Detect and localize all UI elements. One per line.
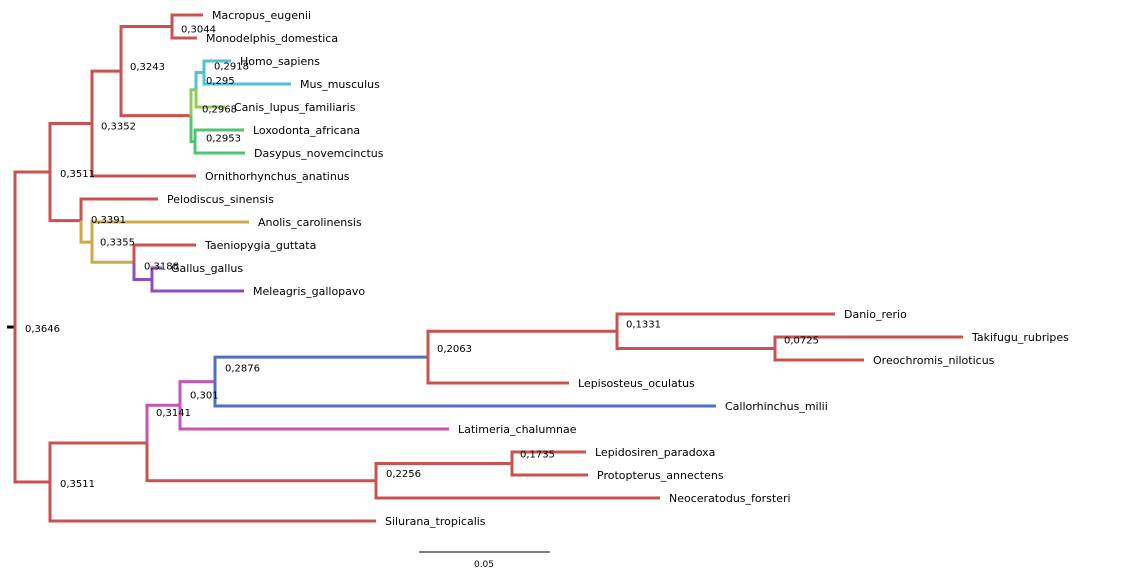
tree-branch [194, 89, 225, 109]
node-support-label: 0,3511 [60, 169, 95, 180]
leaf-label: Canis_lupus_familiaris [234, 101, 356, 114]
tree-branch [510, 463, 588, 477]
tree-branch [213, 355, 428, 382]
leaf-label: Mus_musculus [300, 78, 380, 91]
tree-branch [615, 312, 835, 332]
leaf-label: Meleagris_gallopavo [253, 285, 365, 298]
node-support-label: 0,2256 [386, 469, 421, 480]
tree-branch [213, 381, 716, 408]
leaf-label: Oreochromis_niloticus [873, 354, 995, 367]
tree-branch [374, 480, 660, 500]
tree-branch [193, 141, 245, 155]
node-support-label: 0,2876 [225, 364, 260, 375]
node-support-labels: 0,3044 0,2918 0,295 0,2953 0,2968 0,3243 0,335… [25, 25, 819, 491]
tree-branch [132, 243, 196, 263]
leaf-label: Macropus_eugenii [212, 9, 311, 22]
tree-branch [132, 262, 152, 281]
tree-branch [145, 443, 376, 483]
leaf-labels: Macropus_eugenii Monodelphis_domestica Hom… [167, 9, 1069, 528]
tree-branch [13, 327, 50, 484]
node-support-label: 0,2918 [214, 62, 249, 73]
tree-branch [48, 482, 376, 523]
leaf-label: Protopterus_annectens [597, 469, 724, 482]
node-support-label: 0,3391 [91, 215, 126, 226]
node-support-label: 0,3188 [144, 262, 179, 273]
tree-branch [202, 59, 231, 73]
tree-branch [202, 72, 291, 86]
node-support-label: 0,1331 [626, 319, 661, 330]
leaf-label: Loxodonta_africana [253, 124, 360, 137]
node-support-label: 0,2968 [202, 105, 237, 116]
leaf-label: Pelodiscus_sinensis [167, 193, 274, 206]
node-support-label: 0,3243 [130, 62, 165, 73]
tree-branch [170, 26, 197, 40]
tree-branch [170, 13, 203, 27]
leaf-label: Takifugu_rubripes [971, 331, 1069, 344]
tree-branch [426, 329, 617, 358]
leaf-label: Gallus_gallus [171, 262, 243, 275]
node-support-label: 0,2953 [206, 134, 241, 145]
node-support-label: 0,3355 [100, 237, 135, 248]
node-support-label: 0,3646 [25, 324, 60, 335]
tree-branch [189, 88, 196, 116]
leaf-label: Dasypus_novemcinctus [254, 147, 384, 160]
leaf-label: Monodelphis_domestica [206, 32, 338, 45]
tree-branch [615, 331, 775, 350]
node-support-label: 0,1735 [520, 450, 555, 461]
leaf-label: Taeniopygia_guttata [204, 239, 316, 252]
node-support-label: 0,2063 [437, 344, 472, 355]
tree-branch [48, 172, 81, 223]
tree-branch [90, 123, 196, 178]
node-support-label: 0,3141 [156, 408, 191, 419]
tree-branch [510, 450, 586, 464]
tree-branch [194, 71, 204, 90]
tree-branch [426, 357, 569, 385]
scale-bar-label: 0.05 [474, 560, 494, 570]
tree-branch [150, 279, 244, 293]
leaf-label: Lepidosiren_paradoxa [595, 446, 715, 459]
leaf-label: Homo_sapiens [240, 55, 320, 68]
leaf-label: Latimeria_chalumnae [458, 423, 577, 436]
tree-branch [90, 220, 249, 243]
leaf-label: Danio_rerio [844, 308, 907, 321]
tree-branch [178, 380, 215, 406]
tree-branch [150, 266, 162, 280]
tree-branch [193, 128, 244, 142]
node-support-label: 0,295 [206, 76, 235, 87]
tree-branch [90, 69, 121, 124]
tree-branch [48, 441, 147, 483]
tree-branch [145, 403, 180, 444]
tree-branches [13, 13, 963, 523]
leaf-label: Lepisosteus_oculatus [578, 377, 695, 390]
leaf-label: Neoceratodus_forsteri [669, 492, 791, 505]
tree-branch [178, 405, 449, 431]
leaf-label: Anolis_carolinensis [258, 216, 362, 229]
leaf-label: Callorhinchus_milii [725, 400, 828, 413]
leaf-label: Silurana_tropicalis [385, 515, 486, 528]
scale-bar: 0.05 [419, 551, 550, 570]
tree-branch [773, 348, 864, 362]
node-support-label: 0,301 [190, 390, 219, 401]
tree-branch [773, 335, 963, 349]
node-support-label: 0,3352 [101, 122, 136, 133]
tree-branch [119, 25, 172, 72]
tree-branch [79, 220, 92, 244]
node-support-label: 0,0725 [784, 336, 819, 347]
tree-branch [48, 122, 92, 173]
node-support-label: 0,3044 [181, 25, 216, 36]
node-support-label: 0,3511 [60, 479, 95, 490]
tree-branch [13, 170, 50, 328]
tree-branch [79, 197, 158, 221]
tree-branch [374, 462, 512, 481]
leaf-label: Ornithorhynchus_anatinus [205, 170, 350, 183]
tree-branch [119, 71, 191, 118]
tree-branch [90, 242, 134, 264]
